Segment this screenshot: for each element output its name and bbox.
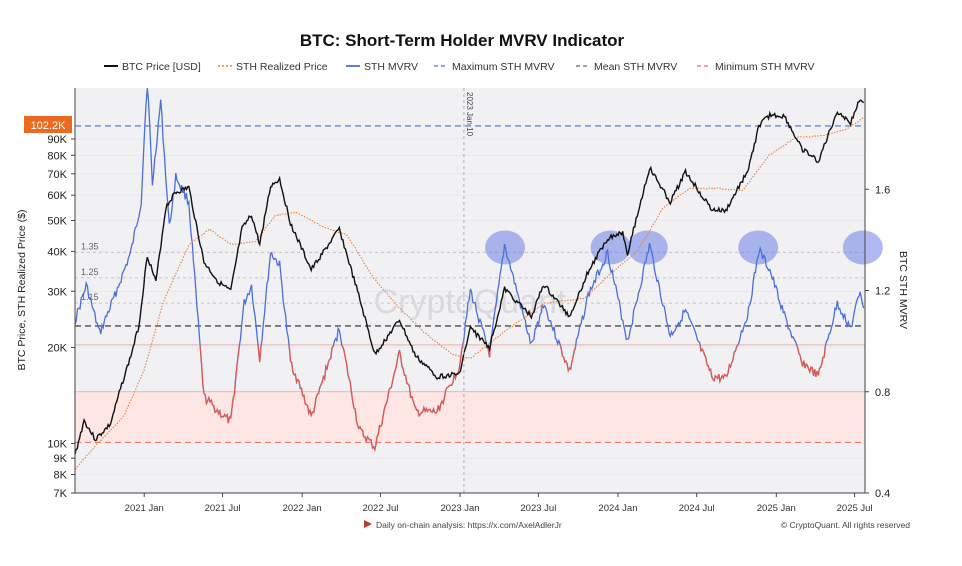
right-tick-label: 0.8: [875, 387, 890, 399]
x-tick-label: 2021 Jan: [125, 503, 164, 514]
x-tick-label: 2022 Jul: [362, 503, 398, 514]
right-tick-label: 1.2: [875, 286, 890, 298]
right-tick-label: 0.4: [875, 488, 890, 500]
left-tick-label: 10K: [47, 439, 67, 451]
x-tick-label: 2025 Jul: [837, 503, 873, 514]
peak-highlight-circle: [842, 230, 883, 265]
band-label: 1.25: [81, 267, 99, 277]
peak-highlight-circle: [738, 230, 779, 265]
legend-label-minimum-sth-mvrv: Minimum STH MVRV: [715, 61, 815, 73]
left-tick-label: 40K: [47, 246, 67, 258]
legend-label-maximum-sth-mvrv: Maximum STH MVRV: [452, 61, 554, 73]
footer-copyright: © CryptoQuant. All rights reserved: [781, 520, 910, 530]
left-tick-label: 7K: [54, 488, 68, 500]
legend-item-btc-price[interactable]: BTC Price [USD]: [104, 61, 201, 73]
left-tick-label: 60K: [47, 190, 67, 202]
x-tick-label: 2021 Jul: [205, 503, 241, 514]
x-tick-label: 2023 Jan: [441, 503, 480, 514]
footer-source[interactable]: Daily on-chain analysis: https://x.com/A…: [364, 520, 562, 530]
legend-item-sth-mvrv[interactable]: STH MVRV: [346, 61, 418, 73]
legend-label-sth-mvrv: STH MVRV: [364, 61, 418, 73]
legend-item-maximum-sth-mvrv[interactable]: Maximum STH MVRV: [434, 61, 554, 73]
series-line-sth-mvrv-low: [199, 344, 827, 452]
legend: BTC Price [USD] STH Realized Price STH M…: [104, 61, 815, 73]
right-axis-ticks: 0.4 0.8 1.2 1.6: [865, 184, 890, 500]
left-tick-label: 9K: [54, 453, 68, 465]
left-tick-label: 70K: [47, 169, 67, 181]
series-layer: [74, 87, 865, 470]
left-tick-label: 30K: [47, 286, 67, 298]
x-axis-ticks: 2021 Jan 2021 Jul 2022 Jan 2022 Jul 2023 Jan…: [125, 493, 873, 514]
current-price-badge: 102.2K: [24, 116, 72, 133]
x-tick-label: 2022 Jan: [283, 503, 322, 514]
band-label: 1.35: [81, 242, 99, 252]
legend-item-minimum-sth-mvrv[interactable]: Minimum STH MVRV: [697, 61, 815, 73]
left-tick-label: 8K: [54, 469, 68, 481]
band-label: 1.15: [81, 292, 99, 302]
y-axis-left-title: BTC Price, STH Realized Price ($): [16, 209, 28, 370]
current-price-label: 102.2K: [31, 120, 67, 132]
x-tick-label: 2025 Jan: [757, 503, 796, 514]
footer-source-text: Daily on-chain analysis: https://x.com/A…: [376, 520, 562, 530]
x-tick-label: 2024 Jul: [679, 503, 715, 514]
legend-item-sth-realized-price[interactable]: STH Realized Price: [218, 61, 328, 73]
series-line-btc-price: [74, 99, 865, 455]
x-tick-label: 2024 Jan: [598, 503, 637, 514]
legend-label-sth-realized-price: STH Realized Price: [236, 61, 328, 73]
play-icon: [364, 520, 372, 528]
legend-item-mean-sth-mvrv[interactable]: Mean STH MVRV: [576, 61, 677, 73]
chart-title: BTC: Short-Term Holder MVRV Indicator: [300, 31, 625, 50]
series-line-sth-realized-price: [74, 117, 864, 470]
legend-label-mean-sth-mvrv: Mean STH MVRV: [594, 61, 677, 73]
current-price-badge-bg: [24, 116, 72, 133]
left-tick-label: 90K: [47, 134, 67, 146]
left-axis-ticks: 7K 8K 9K 10K 20K 30K 40K 50K 60K 70K 80K 90K: [47, 134, 75, 500]
peak-highlight-circle: [590, 230, 631, 265]
peak-highlight-circle: [627, 230, 668, 265]
band-labels: 1.35 1.25 1.15: [81, 242, 99, 303]
left-tick-label: 80K: [47, 150, 67, 162]
left-tick-label: 50K: [47, 215, 67, 227]
left-tick-label: 20K: [47, 342, 67, 354]
y-axis-right-title: BTC STH MVRV: [897, 251, 909, 329]
legend-label-btc-price: BTC Price [USD]: [122, 61, 201, 73]
x-tick-label: 2023 Jul: [520, 503, 556, 514]
vertical-marker-label: 2023 Jan 10: [465, 92, 474, 137]
right-tick-label: 1.6: [875, 184, 890, 196]
red-zone-band: [75, 391, 865, 443]
